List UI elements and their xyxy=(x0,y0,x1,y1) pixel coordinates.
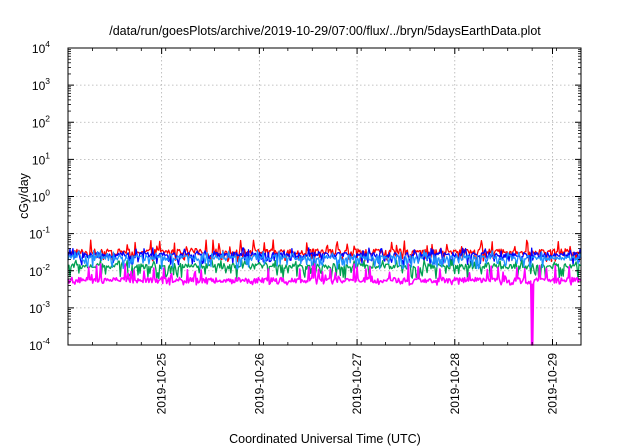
chart-title: /data/run/goesPlots/archive/2019-10-29/0… xyxy=(109,24,541,38)
x-tick-label: 2019-10-26 xyxy=(252,353,266,415)
y-tick-exponent: -3 xyxy=(42,299,50,309)
y-tick-exponent: 1 xyxy=(45,150,50,160)
y-tick-base: 10 xyxy=(29,228,43,242)
plot-series xyxy=(67,239,582,346)
series-line-5 xyxy=(67,263,582,346)
y-tick-base: 10 xyxy=(29,339,43,353)
x-axis-label: Coordinated Universal Time (UTC) xyxy=(229,432,421,446)
y-tick-label: 10-3 xyxy=(29,299,50,316)
y-tick-exponent: 4 xyxy=(45,39,50,49)
y-tick-label: 102 xyxy=(32,113,50,130)
y-tick-exponent: 3 xyxy=(45,76,50,86)
x-tick-label: 2019-10-28 xyxy=(448,353,462,415)
y-tick-label: 10-4 xyxy=(29,336,50,353)
y-tick-label: 101 xyxy=(32,150,50,167)
y-tick-exponent: 0 xyxy=(45,188,50,198)
y-tick-base: 10 xyxy=(32,191,46,205)
y-tick-base: 10 xyxy=(32,42,46,56)
series-line-2 xyxy=(67,247,582,266)
y-tick-label: 10-1 xyxy=(29,225,50,242)
y-tick-base: 10 xyxy=(29,265,43,279)
y-tick-label: 10-2 xyxy=(29,262,50,279)
x-tick-label: 2019-10-27 xyxy=(350,353,364,415)
y-tick-label: 100 xyxy=(32,188,50,205)
y-tick-base: 10 xyxy=(32,153,46,167)
y-tick-exponent: -4 xyxy=(42,336,50,346)
y-axis-label: cGy/day xyxy=(17,172,31,219)
series-line-4 xyxy=(67,250,582,270)
y-tick-exponent: -1 xyxy=(42,225,50,235)
y-tick-label: 103 xyxy=(32,76,50,93)
y-tick-base: 10 xyxy=(32,79,46,93)
y-tick-base: 10 xyxy=(29,302,43,316)
series-line-3 xyxy=(67,258,582,281)
y-tick-base: 10 xyxy=(32,116,46,130)
grid xyxy=(68,48,581,345)
x-axis: 2019-10-25 2019-10-26 2019-10-27 2019-10-28… xyxy=(67,48,582,415)
y-tick-label: 104 xyxy=(32,39,50,56)
y-tick-exponent: -2 xyxy=(42,262,50,272)
x-tick-label: 2019-10-25 xyxy=(155,353,169,415)
x-tick-label: 2019-10-29 xyxy=(546,353,560,415)
y-tick-exponent: 2 xyxy=(45,113,50,123)
